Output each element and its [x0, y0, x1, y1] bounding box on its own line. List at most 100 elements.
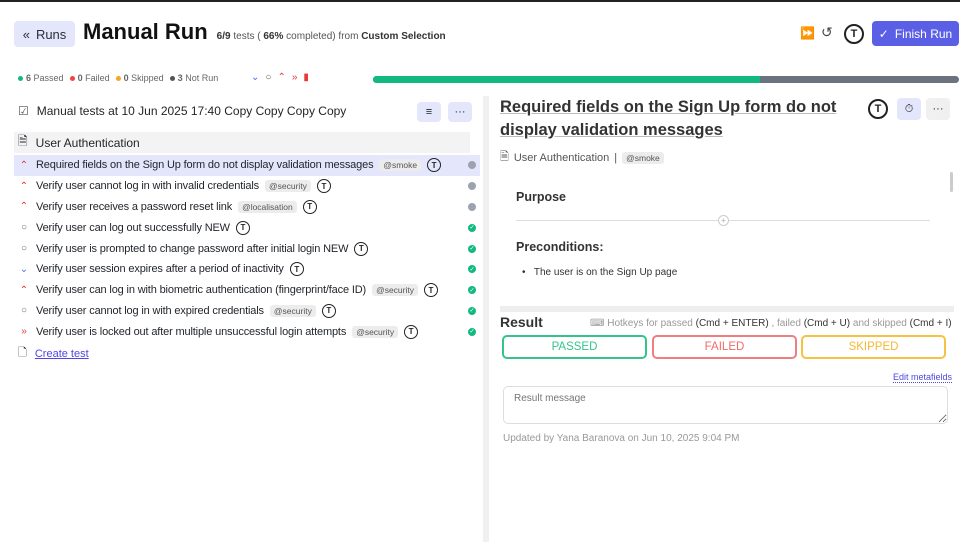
keyboard-icon: ⌨ — [590, 318, 605, 329]
test-title: Verify user is prompted to change passwo… — [36, 242, 349, 255]
document-icon: 🗎 — [500, 151, 509, 163]
test-title: Verify user can log out successfully NEW — [36, 221, 230, 234]
priority-normal-icon: ○ — [20, 243, 28, 255]
preconditions-heading: Preconditions: — [516, 240, 604, 254]
avatar[interactable]: T — [844, 24, 864, 44]
runs-back-button[interactable]: «Runs — [14, 21, 75, 47]
test-row[interactable]: ⌃ Verify user can log in with biometric … — [14, 280, 480, 301]
fast-forward-icon[interactable]: ⏩ — [800, 26, 815, 40]
bookmark-icon[interactable]: ▮ — [303, 72, 309, 83]
status-stats: 6 Passed 0 Failed 0 Skipped 3 Not Run — [18, 73, 218, 83]
timer-button[interactable]: ⏱ — [897, 98, 921, 120]
check-icon: ✓ — [878, 26, 889, 41]
result-resize-handle[interactable] — [500, 306, 954, 312]
run-name-header: ☑ Manual tests at 10 Jun 2025 17:40 Copy … — [18, 104, 347, 118]
purpose-heading: Purpose — [516, 190, 567, 204]
skipped-button[interactable]: SKIPPED — [801, 335, 946, 359]
test-list: ⌃ Required fields on the Sign Up form do… — [14, 155, 480, 365]
assignee-avatar: T — [427, 158, 442, 173]
passed-status-icon: ✓ — [468, 265, 476, 274]
document-icon: 🗎 — [18, 134, 28, 148]
assignee-avatar: T — [316, 179, 331, 194]
passed-button[interactable]: PASSED — [502, 335, 647, 359]
priority-low-icon: ⌄ — [19, 263, 29, 275]
suite-header[interactable]: 🗎 User Authentication — [14, 132, 470, 153]
hotkeys-hint: ⌨ Hotkeys for passed (Cmd + ENTER) , fai… — [590, 318, 952, 329]
priority-high-icon: ⌃ — [19, 180, 29, 192]
detail-more-button[interactable]: ··· — [926, 98, 950, 120]
test-row[interactable]: ○ Verify user is prompted to change pass… — [14, 238, 480, 259]
priority-normal-icon[interactable]: ○ — [265, 72, 272, 83]
tag-badge: @security — [352, 325, 399, 338]
history-icon[interactable]: ↺ — [821, 24, 833, 40]
priority-high-icon: ⌃ — [19, 284, 29, 296]
test-row[interactable]: » Verify user is locked out after multip… — [14, 321, 480, 342]
tag-badge: @smoke — [379, 159, 422, 172]
detail-meta: 🗎 User Authentication | @smoke — [500, 148, 860, 167]
not-run-status-icon — [468, 202, 476, 211]
assignee-avatar: T — [404, 324, 419, 339]
test-title: Verify user is locked out after multiple… — [36, 325, 347, 338]
double-chevron-left-icon: « — [22, 26, 30, 42]
priority-normal-icon: ○ — [20, 222, 28, 234]
panel-resize-handle[interactable] — [483, 96, 489, 542]
test-title: Required fields on the Sign Up form do n… — [36, 159, 374, 172]
finish-run-button[interactable]: ✓ Finish Run — [872, 21, 959, 46]
run-summary: 6/9 tests ( 66% completed) from Custom S… — [216, 31, 446, 42]
test-row[interactable]: ⌃ Required fields on the Sign Up form do… — [14, 155, 480, 176]
priority-high-icon: ⌃ — [19, 159, 29, 171]
page-header: Manual Run 6/9 tests ( 66% completed) fr… — [83, 19, 446, 45]
test-row[interactable]: ○ Verify user cannot log in with expired… — [14, 301, 480, 322]
result-heading: Result — [500, 314, 543, 330]
test-title: Verify user cannot log in with invalid c… — [36, 180, 260, 193]
assignee-avatar[interactable]: T — [868, 99, 888, 119]
priority-high-icon[interactable]: ⌃ — [277, 72, 286, 83]
add-section-icon[interactable]: + — [718, 215, 729, 226]
run-progress-bar — [373, 76, 959, 83]
list-view-button[interactable]: ≡ — [417, 102, 441, 122]
assignee-avatar: T — [302, 199, 317, 214]
priority-high-icon: ⌃ — [19, 201, 29, 213]
tag-badge: @security — [265, 180, 311, 193]
priority-critical-icon: » — [21, 326, 27, 338]
priority-critical-icon[interactable]: » — [291, 72, 298, 83]
tag-badge: @security — [269, 304, 316, 317]
edit-metafields-link[interactable]: Edit metafields — [893, 372, 953, 383]
passed-status-icon: ✓ — [468, 306, 476, 315]
priority-normal-icon: ○ — [20, 305, 28, 317]
test-row[interactable]: ○ Verify user can log out successfully N… — [14, 217, 480, 238]
test-title: Verify user cannot log in with expired c… — [36, 304, 264, 317]
test-title: Verify user can log in with biometric au… — [36, 284, 367, 297]
tag-badge: @security — [372, 284, 418, 297]
test-row[interactable]: ⌃ Verify user receives a password reset … — [14, 197, 480, 218]
test-row[interactable]: ⌃ Verify user cannot log in with invalid… — [14, 176, 480, 197]
checklist-icon: ☑ — [18, 104, 29, 118]
result-message-input[interactable] — [503, 386, 948, 424]
more-options-button[interactable]: ··· — [448, 102, 472, 122]
test-title: Verify user session expires after a peri… — [36, 263, 284, 276]
scrollbar[interactable] — [950, 172, 953, 192]
updated-by-text: Updated by Yana Baranova on Jun 10, 2025… — [503, 433, 740, 444]
priority-filters: ⌄ ○ ⌃ » ▮ — [251, 72, 309, 83]
assignee-avatar: T — [423, 283, 438, 298]
priority-low-icon[interactable]: ⌄ — [251, 72, 260, 83]
passed-status-icon: ✓ — [468, 244, 476, 253]
passed-status-icon: ✓ — [468, 286, 476, 295]
test-title: Required fields on the Sign Up form do n… — [500, 98, 837, 139]
test-row[interactable]: ⌄ Verify user session expires after a pe… — [14, 259, 480, 280]
page-title: Manual Run — [83, 19, 208, 44]
passed-status-icon: ✓ — [468, 327, 476, 336]
not-run-status-icon — [468, 182, 476, 191]
assignee-avatar: T — [235, 220, 250, 235]
file-plus-icon: 🗋 — [18, 347, 27, 360]
test-title: Verify user receives a password reset li… — [36, 200, 233, 213]
failed-button[interactable]: FAILED — [652, 335, 797, 359]
tag-badge: @localisation — [238, 200, 297, 213]
not-run-status-icon — [468, 161, 476, 170]
create-test-link[interactable]: 🗋 Create test — [14, 342, 480, 365]
assignee-avatar: T — [321, 303, 336, 318]
passed-status-icon: ✓ — [468, 223, 476, 232]
assignee-avatar: T — [289, 262, 304, 277]
precondition-item: • The user is on the Sign Up page — [522, 267, 678, 278]
detail-header: Required fields on the Sign Up form do n… — [500, 96, 860, 167]
